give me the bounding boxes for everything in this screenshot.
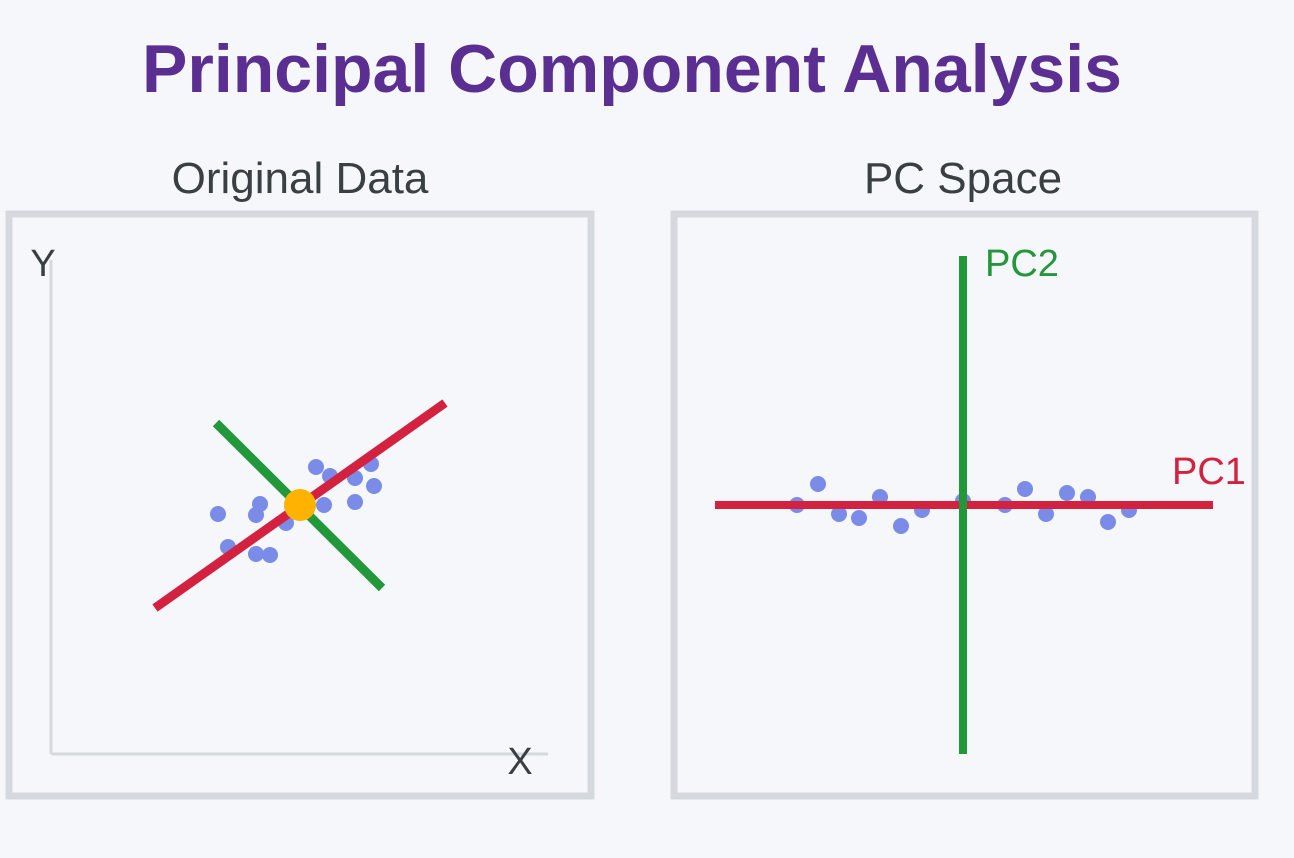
right-data-point xyxy=(1038,506,1054,522)
left-panel-title: Original Data xyxy=(172,154,429,203)
left-data-point xyxy=(248,546,264,562)
right-data-point xyxy=(810,476,826,492)
right-data-point xyxy=(1059,485,1075,501)
left-y-axis-label: Y xyxy=(30,243,55,285)
left-x-axis-label: X xyxy=(507,741,532,783)
right-data-point xyxy=(831,506,847,522)
main-title: Principal Component Analysis xyxy=(142,31,1122,107)
right-data-point xyxy=(893,518,909,534)
left-data-point xyxy=(366,478,382,494)
mean-point xyxy=(284,489,316,521)
right-data-point xyxy=(1017,481,1033,497)
right-panel-frame xyxy=(670,210,1259,800)
pc2-axis-label: PC2 xyxy=(985,243,1059,285)
right-data-point xyxy=(1100,514,1116,530)
left-data-point xyxy=(262,547,278,563)
left-data-point xyxy=(252,496,268,512)
left-data-point xyxy=(210,506,226,522)
left-panel-frame xyxy=(5,210,595,800)
left-data-point xyxy=(308,459,324,475)
right-data-point xyxy=(851,510,867,526)
right-panel-title: PC Space xyxy=(864,154,1062,203)
pc1-axis-label: PC1 xyxy=(1172,451,1246,493)
left-data-point xyxy=(316,497,332,513)
left-data-point xyxy=(347,494,363,510)
